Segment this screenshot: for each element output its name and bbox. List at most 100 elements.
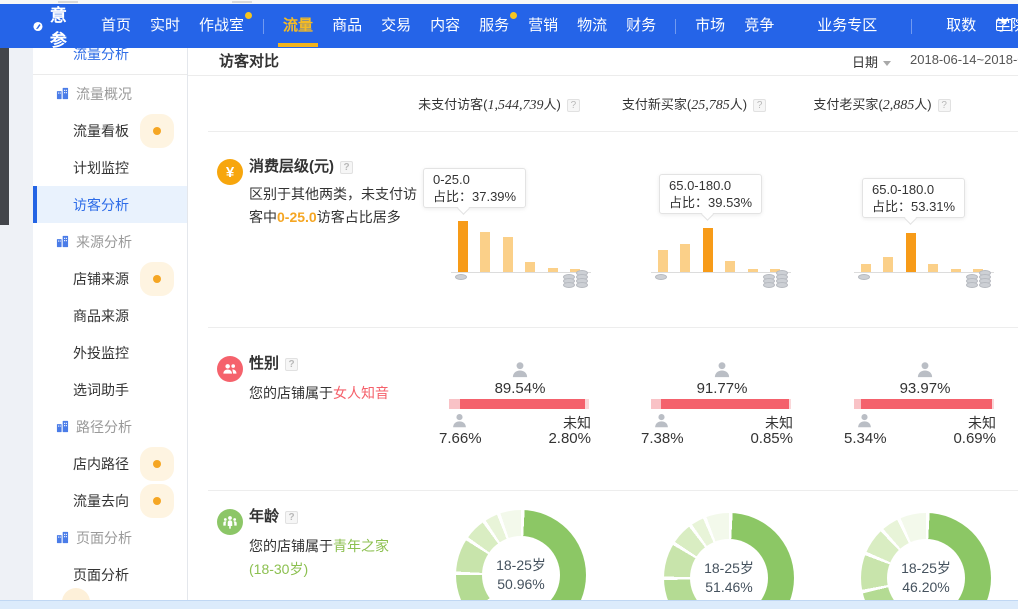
nav-item-流量[interactable]: 流量 (278, 16, 319, 47)
sidebar-item-选词助手[interactable]: 选词助手 (33, 371, 187, 408)
consumption-bar[interactable] (480, 232, 490, 272)
male-icon (451, 412, 468, 434)
sidebar-item-流量去向[interactable]: 流量去向 (33, 482, 187, 519)
help-icon[interactable]: ? (753, 99, 767, 112)
consumption-title: 消费层级(元)? (249, 155, 353, 176)
consumption-bar[interactable] (725, 261, 735, 272)
sidebar-item-label: 店铺来源 (73, 270, 129, 287)
sidebar-item-label: 页面分析 (73, 566, 129, 583)
nav-item-商品[interactable]: 商品 (332, 16, 362, 36)
nav-items: 首页 实时 作战室 流量 商品 交易 内容 服务 营销 物流 财务 市场 竞争 业务专区 取数 学院 (101, 12, 1018, 47)
nav-item-竞争[interactable]: 竞争 (744, 16, 774, 36)
help-icon[interactable]: ? (937, 99, 951, 112)
consumption-bar[interactable] (458, 221, 468, 272)
bottom-scroll-strip[interactable] (0, 600, 1018, 609)
female-percent: 93.97% (899, 380, 951, 397)
sidebar-item-页面分析[interactable]: 页面分析 (33, 556, 187, 593)
unknown-segment (585, 399, 589, 409)
consumption-bar[interactable] (703, 228, 713, 272)
consumption-bar[interactable] (906, 233, 916, 272)
nav-item-服务[interactable]: 服务 (479, 12, 518, 36)
unknown-label: 未知 (765, 415, 793, 431)
sidebar-item-店内路径[interactable]: 店内路径 (33, 445, 187, 482)
sidebar-item-计划监控[interactable]: 计划监控 (33, 149, 187, 186)
column-count: 25,785 (691, 98, 730, 113)
coins-icon (858, 274, 870, 280)
divider (208, 131, 1018, 132)
female-icon (713, 360, 732, 384)
nav-item-label: 服务 (479, 17, 510, 34)
help-icon[interactable]: ? (340, 161, 353, 174)
help-icon[interactable]: ? (285, 358, 299, 371)
date-filter[interactable]: 日期 (852, 52, 892, 71)
browser-tab-edge (232, 1, 252, 3)
notification-dot (153, 459, 161, 468)
gender-bar[interactable] (651, 399, 791, 409)
consumption-bar[interactable] (861, 264, 871, 272)
age-percent: 46.20% (902, 579, 950, 595)
consumption-bar[interactable] (525, 262, 535, 272)
unknown-percent: 2.80% (548, 430, 591, 447)
sidebar-item-商品来源[interactable]: 商品来源 (33, 297, 187, 334)
coins-icon (563, 274, 575, 288)
sidebar-item-流量分析[interactable]: 流量分析 (33, 48, 187, 74)
donut-center-label: 18-25岁 51.46% (664, 513, 794, 609)
unknown-label: 未知 (968, 415, 996, 431)
consumption-bar[interactable] (548, 268, 558, 272)
age-donut[interactable]: 18-25岁 50.96% (456, 510, 586, 609)
age-percent: 51.46% (705, 579, 753, 595)
consumption-bar[interactable] (883, 257, 893, 272)
age-donut[interactable]: 18-25岁 51.46% (664, 513, 794, 609)
nav-item-市场[interactable]: 市场 (695, 16, 725, 36)
nav-item-交易[interactable]: 交易 (381, 16, 411, 36)
logo-icon (33, 21, 43, 31)
consumption-bar[interactable] (973, 269, 983, 272)
consumption-bar[interactable] (770, 269, 780, 272)
consumption-bar[interactable] (748, 269, 758, 272)
nav-item-label: 取数 (946, 17, 977, 34)
gender-bar[interactable] (854, 399, 994, 409)
consumption-desc: 区别于其他两类，未支付访客中0-25.0访客占比居多 (249, 186, 417, 225)
sidebar-item-店铺来源[interactable]: 店铺来源 (33, 260, 187, 297)
consumption-bar[interactable] (570, 269, 580, 272)
coins-icon (979, 270, 991, 288)
female-icon (511, 360, 530, 384)
age-desc: 您的店铺属于青年之家 (18-30岁) (249, 538, 389, 577)
left-dark-rail (0, 48, 9, 225)
coins-icon (655, 274, 667, 280)
sidebar-item-访客分析[interactable]: 访客分析 (33, 186, 187, 223)
help-icon[interactable]: ? (285, 511, 299, 524)
column-header-未支付访客: 未支付访客(1,544,739人)? (399, 94, 599, 114)
chart-tooltip: 65.0-180.0 占比：53.31% (862, 178, 966, 218)
nav-item-首页[interactable]: 首页 (101, 16, 131, 36)
nav-item-label: 作战室 (199, 17, 245, 34)
age-percent: 50.96% (497, 576, 545, 592)
sidebar-item-外投监控[interactable]: 外投监控 (33, 334, 187, 371)
column-name: 未支付访客( (418, 97, 488, 112)
nav-item-label: 实时 (150, 17, 181, 34)
sidebar-item-流量看板[interactable]: 流量看板 (33, 112, 187, 149)
date-range[interactable]: 2018-06-14~2018-07-13 (910, 52, 1018, 67)
consumption-bar[interactable] (951, 269, 961, 272)
nav-item-业务专区[interactable]: 业务专区 (817, 16, 877, 36)
consumption-bar[interactable] (658, 250, 668, 272)
age-donut[interactable]: 18-25岁 46.20% (861, 513, 991, 609)
nav-item-取数[interactable]: 取数 (946, 16, 976, 36)
chart-tooltip: 0-25.0 占比：37.39% (423, 168, 527, 208)
tooltip-share: 占比：39.53% (669, 195, 753, 210)
consumption-bar[interactable] (503, 237, 513, 272)
sidebar-item-label: 流量分析 (73, 48, 129, 62)
gender-bar[interactable] (449, 399, 589, 409)
nav-item-实时[interactable]: 实时 (150, 16, 180, 36)
nav-item-物流[interactable]: 物流 (577, 16, 607, 36)
nav-item-财务[interactable]: 财务 (626, 16, 656, 36)
nav-item-营销[interactable]: 营销 (528, 16, 558, 36)
nav-item-内容[interactable]: 内容 (430, 16, 460, 36)
nav-item-label: 业务专区 (817, 17, 878, 34)
chart-tooltip: 65.0-180.0 占比：39.53% (659, 174, 763, 214)
consumption-bar[interactable] (680, 244, 690, 272)
help-icon[interactable]: ? (566, 99, 580, 112)
consumption-bar[interactable] (928, 264, 938, 272)
mail-icon[interactable] (996, 19, 1012, 31)
nav-item-作战室[interactable]: 作战室 (199, 12, 253, 36)
